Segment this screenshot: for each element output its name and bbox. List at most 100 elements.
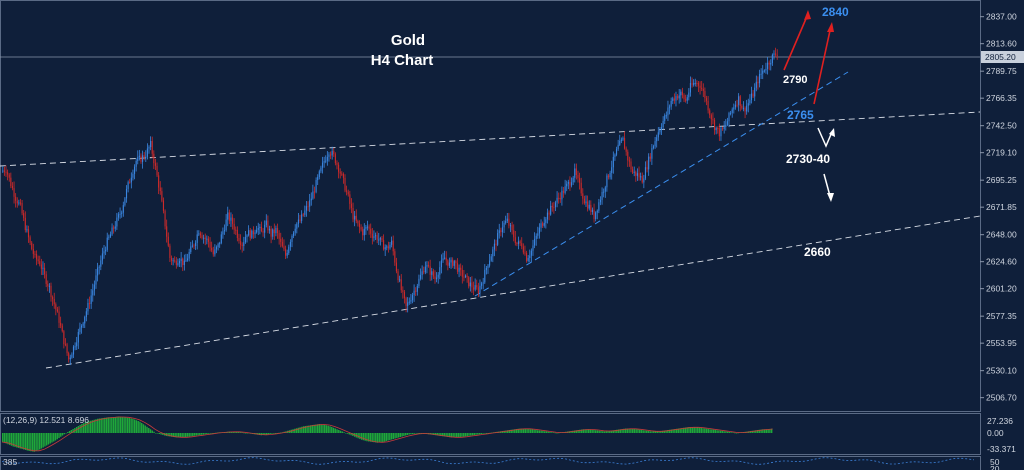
candle-bull <box>591 209 593 213</box>
candle-bear <box>339 171 341 174</box>
macd-bar <box>602 431 604 433</box>
candle-bull <box>391 240 393 245</box>
candle-bull <box>733 107 735 110</box>
candle-bull <box>214 249 216 255</box>
level-2660-label: 2660 <box>804 245 831 259</box>
candle-bull <box>408 301 410 303</box>
macd-bar <box>332 427 335 433</box>
macd-bar <box>3 433 6 443</box>
macd-bar <box>79 425 81 433</box>
candle-bull <box>101 253 103 261</box>
macd-bar <box>12 433 14 447</box>
candle-bull <box>384 247 386 250</box>
macd-bar <box>535 430 537 433</box>
candle-bear <box>400 279 402 291</box>
candle-bull <box>527 257 529 261</box>
macd-bar <box>214 432 217 434</box>
candle-bull <box>180 258 182 262</box>
candle-bear <box>432 271 434 277</box>
candle-bull <box>138 155 140 157</box>
macd-bar <box>554 432 556 434</box>
candle-bull <box>389 244 391 249</box>
candle-bull <box>588 204 590 209</box>
candle-bear <box>53 298 55 305</box>
macd-bar <box>593 430 595 433</box>
candle-bear <box>129 182 131 184</box>
candle-bull <box>604 187 606 192</box>
lower-label: 385 <box>3 457 17 467</box>
white-zigzag-arrow <box>817 127 833 148</box>
y-tick-label: 2648.00 <box>986 230 1017 240</box>
candle-bear <box>646 167 648 170</box>
candle-bull <box>570 182 573 186</box>
macd-bar <box>419 433 421 434</box>
candle-bear <box>521 243 523 247</box>
macd-bar <box>735 433 738 434</box>
candle-bull <box>725 124 727 128</box>
candle-bear <box>455 261 457 264</box>
macd-bar <box>47 433 50 445</box>
macd-bar <box>204 433 206 435</box>
y-tick-label: 2837.00 <box>986 12 1017 22</box>
candle-bear <box>445 257 447 261</box>
macd-bar <box>359 433 361 439</box>
macd-bar <box>265 433 268 435</box>
candle-bear <box>569 181 571 186</box>
macd-bar <box>503 430 505 433</box>
macd-bar <box>179 433 182 438</box>
macd-bar <box>709 429 711 433</box>
candle-bear <box>231 217 234 224</box>
macd-bar <box>385 433 388 441</box>
macd-bar <box>274 433 277 434</box>
macd-bar <box>714 430 717 433</box>
candle-bear <box>477 287 479 293</box>
macd-bar <box>580 429 583 433</box>
candle-bull <box>286 252 288 256</box>
candle-bear <box>281 241 283 247</box>
macd-bar <box>376 433 379 443</box>
macd-bar <box>313 424 315 433</box>
candle-bear <box>341 173 343 175</box>
macd-bar <box>202 433 205 435</box>
macd-label: (12,26,9) 12.521 8.696 <box>3 415 89 425</box>
candle-bull <box>196 234 198 243</box>
macd-bar <box>368 433 370 442</box>
candle-bull <box>770 63 772 65</box>
level-2765-label: 2765 <box>787 108 814 122</box>
candle-bull <box>203 237 205 239</box>
macd-bar <box>26 433 29 451</box>
macd-bar <box>105 417 108 433</box>
candle-bear <box>29 237 31 243</box>
macd-bar <box>104 417 106 433</box>
macd-bar <box>65 433 67 434</box>
macd-bar <box>642 430 644 433</box>
macd-bar <box>292 429 294 433</box>
macd-bar <box>7 433 9 445</box>
macd-bar <box>24 433 27 450</box>
candle-bear <box>153 153 155 164</box>
y-tick-label: 2530.10 <box>986 366 1017 376</box>
candle-bear <box>307 206 309 208</box>
candle-bull <box>545 219 547 223</box>
macd-bar <box>440 433 442 436</box>
candle-bull <box>71 354 73 358</box>
candle-bear <box>673 98 675 101</box>
red-arrow-1-head <box>804 10 811 20</box>
candle-bear <box>10 177 12 187</box>
candle-bear <box>15 196 17 201</box>
macd-bar <box>170 433 173 437</box>
candle-bull <box>750 93 753 101</box>
candle-bull <box>256 229 258 233</box>
candle-bear <box>27 229 30 238</box>
macd-bar <box>598 430 600 433</box>
candle-bull <box>567 181 569 184</box>
macd-bar <box>91 420 94 433</box>
candle-bear <box>559 197 561 200</box>
candle-bear <box>63 331 65 345</box>
macd-bar <box>436 433 439 436</box>
candle-bear <box>402 290 404 292</box>
macd-bar <box>616 429 618 433</box>
macd-bar <box>630 428 632 433</box>
macd-bar <box>148 428 150 433</box>
macd-bar <box>466 433 468 436</box>
